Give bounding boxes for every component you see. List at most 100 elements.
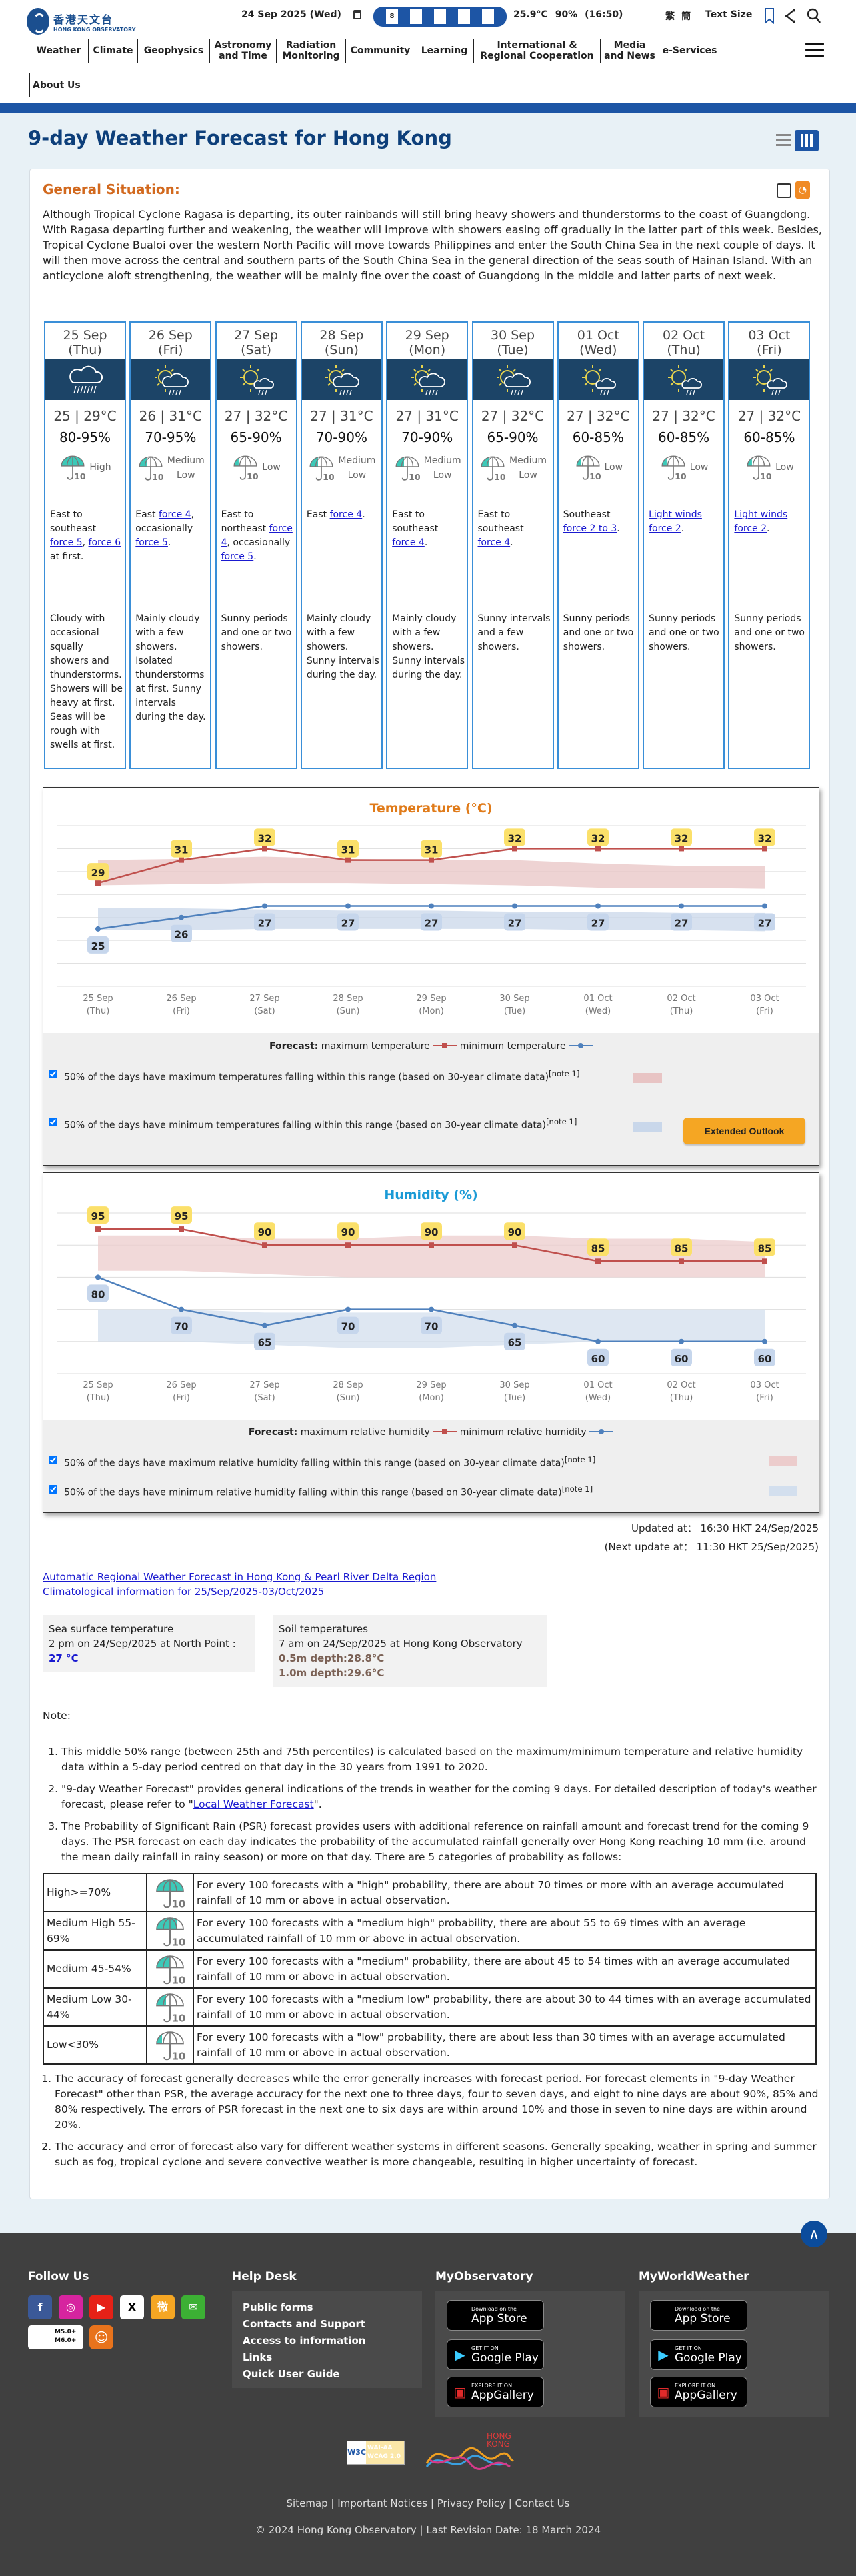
rss-icon[interactable]: ◔ bbox=[795, 181, 810, 199]
data-point-max[interactable] bbox=[262, 1242, 267, 1248]
data-point-max[interactable] bbox=[679, 846, 684, 852]
data-point-max[interactable] bbox=[595, 846, 601, 852]
brand-hong-kong-logo[interactable]: HONG KONG bbox=[423, 2432, 517, 2473]
footer-link-important-notices[interactable]: Important Notices bbox=[337, 2497, 428, 2509]
beaufort-force-link[interactable]: force 5 bbox=[135, 537, 168, 548]
data-point-min[interactable] bbox=[95, 1274, 101, 1280]
nav-item-geophysics[interactable]: Geophysics bbox=[137, 39, 209, 63]
data-point-min[interactable] bbox=[95, 926, 101, 932]
huawei-store-badge[interactable]: ▣ EXPLORE IT ON AppGallery bbox=[447, 2377, 544, 2407]
help-link-links[interactable]: Links bbox=[243, 2351, 273, 2363]
calendar-icon[interactable] bbox=[353, 10, 361, 19]
extended-outlook-button[interactable]: Extended Outlook bbox=[683, 1118, 805, 1144]
back-to-top-button[interactable]: ∧ bbox=[801, 2221, 827, 2247]
data-point-max[interactable] bbox=[345, 1242, 351, 1248]
beaufort-force-link[interactable]: force 4 bbox=[158, 509, 191, 520]
play-store-badge[interactable]: ▶ GET IT ON Google Play bbox=[447, 2339, 544, 2370]
beaufort-force-link[interactable]: force 4 bbox=[221, 523, 293, 548]
nav-item-community[interactable]: Community bbox=[345, 39, 415, 63]
data-point-max[interactable] bbox=[179, 857, 184, 863]
footer-link-contact-us[interactable]: Contact Us bbox=[515, 2497, 570, 2509]
data-point-max[interactable] bbox=[179, 1226, 184, 1232]
hamburger-menu-icon[interactable] bbox=[805, 43, 824, 57]
earthquake-x-account-icon[interactable]: M5.0+ M6.0+ bbox=[28, 2325, 83, 2349]
thunderstorm-icon[interactable] bbox=[482, 9, 494, 24]
help-link-quick-user-guide[interactable]: Quick User Guide bbox=[243, 2368, 340, 2380]
nav-item-international-regional-cooperation[interactable]: International & Regional Cooperation bbox=[473, 39, 600, 63]
wechat-icon[interactable]: ✉ bbox=[181, 2295, 205, 2319]
x-icon[interactable]: X bbox=[120, 2295, 144, 2319]
bookmark-icon[interactable] bbox=[764, 8, 775, 24]
beaufort-force-link[interactable]: Light winds bbox=[649, 509, 702, 520]
regional-forecast-link[interactable]: Automatic Regional Weather Forecast in H… bbox=[43, 1571, 437, 1583]
lang-traditional[interactable]: 繁 bbox=[665, 11, 675, 22]
beaufort-force-link[interactable]: force 5 bbox=[50, 537, 83, 548]
data-point-max[interactable] bbox=[429, 1242, 434, 1248]
tropical-cyclone-signal-8-icon[interactable]: 8 bbox=[386, 9, 398, 24]
weibo-icon[interactable]: 微 bbox=[151, 2295, 175, 2319]
beaufort-force-link[interactable]: force 4 bbox=[392, 537, 425, 548]
beaufort-force-link[interactable]: force 6 bbox=[88, 537, 121, 548]
huawei-store-badge[interactable]: ▣ EXPLORE IT ON AppGallery bbox=[650, 2377, 747, 2407]
nav-item-about-us[interactable]: About Us bbox=[29, 73, 83, 97]
play-store-badge[interactable]: ▶ GET IT ON Google Play bbox=[650, 2339, 747, 2370]
help-link-contacts-and-support[interactable]: Contacts and Support bbox=[243, 2318, 366, 2330]
landslip-icon[interactable] bbox=[434, 9, 446, 24]
data-point-max[interactable] bbox=[512, 846, 517, 852]
hko-app-mascot-icon[interactable]: ☺ bbox=[89, 2325, 113, 2349]
data-point-min[interactable] bbox=[262, 1322, 267, 1328]
data-point-min[interactable] bbox=[345, 1306, 351, 1312]
data-point-max[interactable] bbox=[95, 880, 101, 886]
data-point-min[interactable] bbox=[179, 914, 184, 920]
data-point-min[interactable] bbox=[679, 903, 684, 909]
nav-item-weather[interactable]: Weather bbox=[36, 45, 81, 56]
band-min-checkbox[interactable] bbox=[49, 1118, 57, 1126]
beaufort-force-link[interactable]: force 5 bbox=[221, 551, 254, 562]
data-point-min[interactable] bbox=[429, 903, 434, 909]
instagram-icon[interactable]: ◎ bbox=[59, 2295, 83, 2319]
data-point-max[interactable] bbox=[679, 1258, 684, 1264]
data-point-min[interactable] bbox=[179, 1306, 184, 1312]
data-point-max[interactable] bbox=[512, 1242, 517, 1248]
beaufort-force-link[interactable]: force 2 bbox=[734, 523, 767, 534]
data-point-max[interactable] bbox=[345, 857, 351, 863]
help-link-access-to-information[interactable]: Access to information bbox=[243, 2335, 366, 2347]
local-weather-forecast-link[interactable]: Local Weather Forecast bbox=[193, 1798, 314, 1810]
print-icon[interactable] bbox=[777, 183, 791, 198]
hko-logo[interactable]: 香港天文台 HONG KONG OBSERVATORY bbox=[27, 8, 153, 35]
data-point-max[interactable] bbox=[762, 1258, 767, 1264]
data-point-min[interactable] bbox=[429, 1306, 434, 1312]
data-point-max[interactable] bbox=[429, 857, 434, 863]
data-point-min[interactable] bbox=[679, 1338, 684, 1344]
beaufort-force-link[interactable]: force 4 bbox=[477, 537, 511, 548]
nav-item-climate[interactable]: Climate bbox=[88, 39, 137, 63]
data-point-max[interactable] bbox=[262, 846, 267, 852]
beaufort-force-link[interactable]: force 2 to 3 bbox=[563, 523, 617, 534]
share-icon[interactable] bbox=[784, 9, 796, 23]
apple-store-badge[interactable]: Download on the App Store bbox=[447, 2300, 544, 2331]
footer-link-sitemap[interactable]: Sitemap bbox=[286, 2497, 328, 2509]
nav-item-radiation-monitoring[interactable]: Radiation Monitoring bbox=[276, 39, 345, 63]
band-min-checkbox[interactable] bbox=[49, 1485, 57, 1494]
nav-item-e-services[interactable]: e-Services bbox=[659, 39, 720, 63]
footer-link-privacy-policy[interactable]: Privacy Policy bbox=[437, 2497, 505, 2509]
data-point-max[interactable] bbox=[595, 1258, 601, 1264]
help-link-public-forms[interactable]: Public forms bbox=[243, 2301, 313, 2313]
data-point-min[interactable] bbox=[262, 903, 267, 909]
beaufort-force-link[interactable]: Light winds bbox=[734, 509, 788, 520]
beaufort-force-link[interactable]: force 4 bbox=[329, 509, 363, 520]
special-announcement-icon[interactable] bbox=[458, 9, 470, 24]
list-view-icon[interactable] bbox=[775, 130, 792, 150]
nav-item-media-and-news[interactable]: Media and News bbox=[600, 39, 659, 63]
data-point-min[interactable] bbox=[595, 903, 601, 909]
youtube-icon[interactable]: ▶ bbox=[89, 2295, 113, 2319]
data-point-min[interactable] bbox=[512, 1322, 517, 1328]
amber-rainstorm-icon[interactable] bbox=[410, 9, 422, 24]
data-point-min[interactable] bbox=[512, 903, 517, 909]
apple-store-badge[interactable]: Download on the App Store bbox=[650, 2300, 747, 2331]
data-point-max[interactable] bbox=[762, 846, 767, 852]
band-max-checkbox[interactable] bbox=[49, 1070, 57, 1078]
column-view-icon[interactable] bbox=[795, 130, 819, 151]
band-max-checkbox[interactable] bbox=[49, 1456, 57, 1464]
data-point-min[interactable] bbox=[762, 903, 767, 909]
